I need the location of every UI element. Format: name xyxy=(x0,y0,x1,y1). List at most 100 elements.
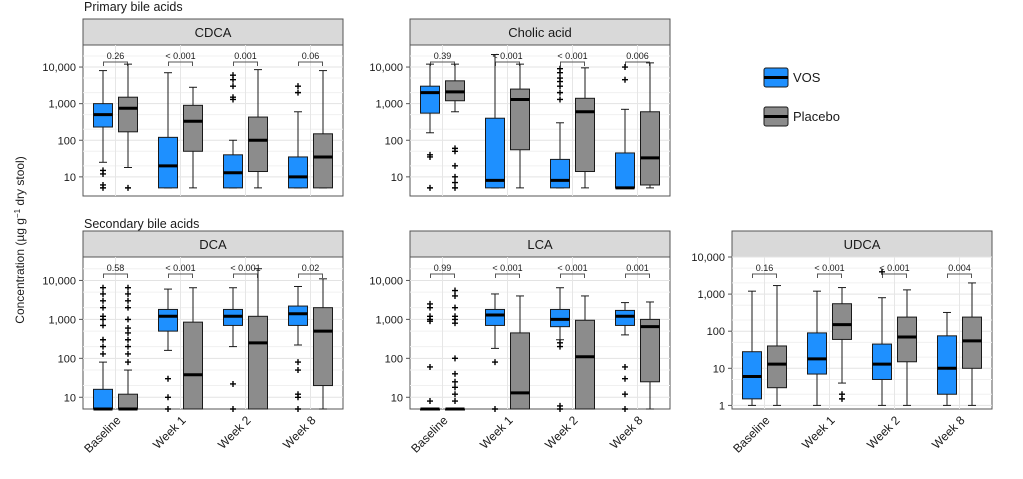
x-tick-label: Baseline xyxy=(408,413,451,456)
panel-title: LCA xyxy=(527,237,553,252)
box-body xyxy=(510,88,530,151)
outlier-point xyxy=(622,363,628,370)
box-placebo-week-1 xyxy=(510,295,530,410)
box-vos-week-2 xyxy=(223,287,243,412)
outlier-point xyxy=(427,363,433,370)
outlier-point xyxy=(295,406,301,412)
outlier-point xyxy=(295,83,301,90)
box-body xyxy=(248,116,268,173)
box-vos-week-2 xyxy=(872,268,892,406)
outlier-point xyxy=(125,184,131,191)
box-body xyxy=(550,158,570,189)
plot-area xyxy=(409,256,671,410)
outlier-point xyxy=(622,375,628,382)
panel-udca: UDCA 1 10 100 1,000 10,000 0.16 < 0.001 < 0.001 0… xyxy=(691,230,993,456)
outlier-point xyxy=(295,359,301,366)
outlier-point xyxy=(839,395,845,402)
y-tick-label: 100 xyxy=(58,135,76,147)
pvalue-bracket xyxy=(625,273,650,278)
y-tick-label: 1,000 xyxy=(697,289,725,301)
x-tick-label: Week 1 xyxy=(477,413,516,452)
box-vos-baseline xyxy=(93,70,113,191)
box-vos-week-8 xyxy=(615,302,635,412)
outlier-point xyxy=(125,359,131,366)
box-vos-week-2 xyxy=(550,65,570,189)
y-tick-label: 1,000 xyxy=(375,314,403,326)
box-body xyxy=(897,316,917,363)
pvalue-bracket xyxy=(882,273,907,278)
outlier-point xyxy=(165,375,171,382)
box-body xyxy=(615,152,635,189)
outlier-point xyxy=(452,292,458,299)
outlier-point xyxy=(125,329,131,336)
y-tick-label: 10 xyxy=(64,392,76,404)
outlier-point xyxy=(557,96,563,103)
outlier-point xyxy=(100,336,106,343)
box-placebo-week-2 xyxy=(575,67,595,189)
box-body xyxy=(118,96,138,133)
y-tick-label: 1,000 xyxy=(48,314,76,326)
section-label-secondary: Secondary bile acids xyxy=(84,217,199,231)
pvalue-bracket xyxy=(298,273,323,278)
box-body xyxy=(313,307,333,387)
outlier-point xyxy=(557,89,563,96)
outlier-point xyxy=(452,378,458,385)
y-tick-label: 10,000 xyxy=(42,275,76,287)
x-tick-label: Baseline xyxy=(730,413,773,456)
pvalue-bracket xyxy=(947,273,972,278)
box-body xyxy=(575,97,595,173)
box-body xyxy=(872,343,892,380)
pvalue-label: 0.001 xyxy=(234,51,257,61)
y-tick-label: 10 xyxy=(64,172,76,184)
outlier-point xyxy=(452,398,458,405)
pvalue-bracket xyxy=(560,273,585,278)
box-vos-week-2 xyxy=(223,72,243,189)
outlier-point xyxy=(557,343,563,350)
box-body xyxy=(937,335,957,395)
pvalue-label: < 0.001 xyxy=(557,51,587,61)
box-vos-baseline xyxy=(93,284,113,411)
outlier-point xyxy=(557,69,563,76)
pvalue-label: < 0.001 xyxy=(492,263,522,273)
pvalue-label: 0.004 xyxy=(948,263,971,273)
outlier-point xyxy=(230,76,236,83)
box-body xyxy=(313,133,333,189)
box-body xyxy=(485,117,505,189)
y-tick-label: 100 xyxy=(385,135,403,147)
x-tick-label: Baseline xyxy=(81,413,124,456)
box-vos-week-8 xyxy=(288,285,308,412)
box-body xyxy=(640,111,660,186)
x-tick-label: Week 2 xyxy=(215,413,254,452)
pvalue-label: 0.006 xyxy=(626,51,649,61)
box-body xyxy=(615,309,635,326)
box-body xyxy=(832,303,852,340)
box-vos-week-8 xyxy=(615,64,635,190)
outlier-point xyxy=(452,173,458,180)
y-tick-label: 1,000 xyxy=(375,99,403,111)
x-tick-label: Week 2 xyxy=(864,413,903,452)
panel-title: DCA xyxy=(199,237,227,252)
outlier-point xyxy=(100,304,106,311)
outlier-point xyxy=(452,355,458,362)
y-tick-label: 10,000 xyxy=(369,275,403,287)
box-body xyxy=(575,319,595,410)
outlier-point xyxy=(452,184,458,191)
box-placebo-week-2 xyxy=(575,295,595,410)
outlier-point xyxy=(452,370,458,377)
panel-cdca: CDCA 10 100 1,000 10,000 0.26 < 0.001 0.001 0.06 xyxy=(42,18,344,197)
outlier-point xyxy=(622,391,628,398)
pvalue-label: 0.16 xyxy=(756,263,774,273)
x-tick-label: Week 8 xyxy=(607,413,646,452)
box-placebo-week-8 xyxy=(640,62,660,189)
panel-cholic-acid: Cholic acid 10 100 1,000 10,000 0.39 < 0.001 < … xyxy=(369,18,671,197)
outlier-point xyxy=(452,287,458,294)
box-body xyxy=(640,318,660,383)
outlier-point xyxy=(622,406,628,412)
panel-dca: DCA 10 100 1,000 10,000 0.58 < 0.001 < 0.001 0.0… xyxy=(42,230,344,456)
pvalue-label: 0.99 xyxy=(434,263,452,273)
outlier-point xyxy=(452,320,458,327)
y-tick-label: 10 xyxy=(713,363,725,375)
outlier-point xyxy=(452,391,458,398)
outlier-point xyxy=(100,290,106,297)
box-body xyxy=(158,308,178,332)
